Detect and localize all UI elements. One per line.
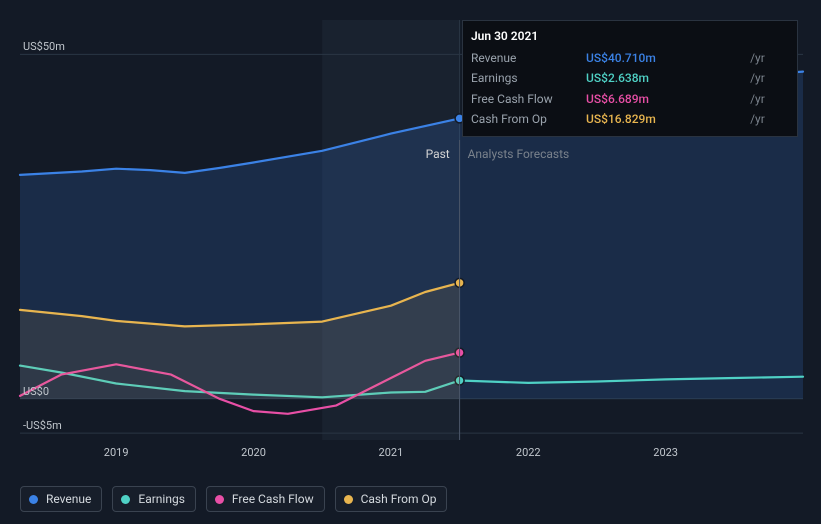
financials-chart: US$50m US$0 -US$5m 2019 2020 2021 2022 2023 Pa… bbox=[0, 0, 821, 524]
tooltip-row-unit: /yr bbox=[746, 68, 789, 89]
x-tick-label: 2023 bbox=[653, 446, 678, 459]
tooltip-date: Jun 30 2021 bbox=[471, 27, 789, 46]
chart-legend: Revenue Earnings Free Cash Flow Cash From O… bbox=[20, 486, 447, 512]
legend-item-cfo[interactable]: Cash From Op bbox=[335, 486, 448, 512]
tooltip-row-label: Revenue bbox=[471, 48, 586, 69]
legend-item-label: Free Cash Flow bbox=[232, 492, 314, 506]
legend-item-label: Cash From Op bbox=[361, 492, 437, 506]
tooltip-row: RevenueUS$40.710m/yr bbox=[471, 48, 789, 69]
tooltip-row-value: US$2.638m bbox=[586, 68, 746, 89]
tooltip-row-unit: /yr bbox=[746, 109, 789, 130]
tooltip-row-unit: /yr bbox=[746, 89, 789, 110]
tooltip-row: Free Cash FlowUS$6.689m/yr bbox=[471, 89, 789, 110]
tooltip-row-label: Free Cash Flow bbox=[471, 89, 586, 110]
legend-item-label: Revenue bbox=[46, 492, 91, 506]
x-tick-label: 2022 bbox=[516, 446, 541, 459]
tooltip-row-label: Earnings bbox=[471, 68, 586, 89]
legend-dot-icon bbox=[121, 495, 130, 504]
x-tick-label: 2019 bbox=[104, 446, 129, 459]
legend-item-label: Earnings bbox=[138, 492, 185, 506]
forecasts-label: Analysts Forecasts bbox=[468, 147, 570, 161]
y-tick-label: -US$5m bbox=[23, 419, 62, 432]
legend-item-earnings[interactable]: Earnings bbox=[112, 486, 196, 512]
tooltip-row-value: US$40.710m bbox=[586, 48, 746, 69]
x-tick-label: 2021 bbox=[379, 446, 404, 459]
legend-dot-icon bbox=[344, 495, 353, 504]
past-label: Past bbox=[426, 147, 450, 161]
y-tick-label: US$0 bbox=[23, 385, 49, 398]
x-tick-label: 2020 bbox=[241, 446, 266, 459]
tooltip-table: RevenueUS$40.710m/yrEarningsUS$2.638m/yr… bbox=[471, 48, 789, 130]
tooltip-row-unit: /yr bbox=[746, 48, 789, 69]
y-tick-label: US$50m bbox=[23, 40, 65, 53]
tooltip-row-value: US$6.689m bbox=[586, 89, 746, 110]
legend-dot-icon bbox=[29, 495, 38, 504]
tooltip-row: EarningsUS$2.638m/yr bbox=[471, 68, 789, 89]
legend-dot-icon bbox=[215, 495, 224, 504]
legend-item-revenue[interactable]: Revenue bbox=[20, 486, 102, 512]
tooltip-row-value: US$16.829m bbox=[586, 109, 746, 130]
tooltip-row-label: Cash From Op bbox=[471, 109, 586, 130]
legend-item-fcf[interactable]: Free Cash Flow bbox=[206, 486, 325, 512]
tooltip-row: Cash From OpUS$16.829m/yr bbox=[471, 109, 789, 130]
chart-tooltip: Jun 30 2021 RevenueUS$40.710m/yrEarnings… bbox=[462, 20, 798, 137]
